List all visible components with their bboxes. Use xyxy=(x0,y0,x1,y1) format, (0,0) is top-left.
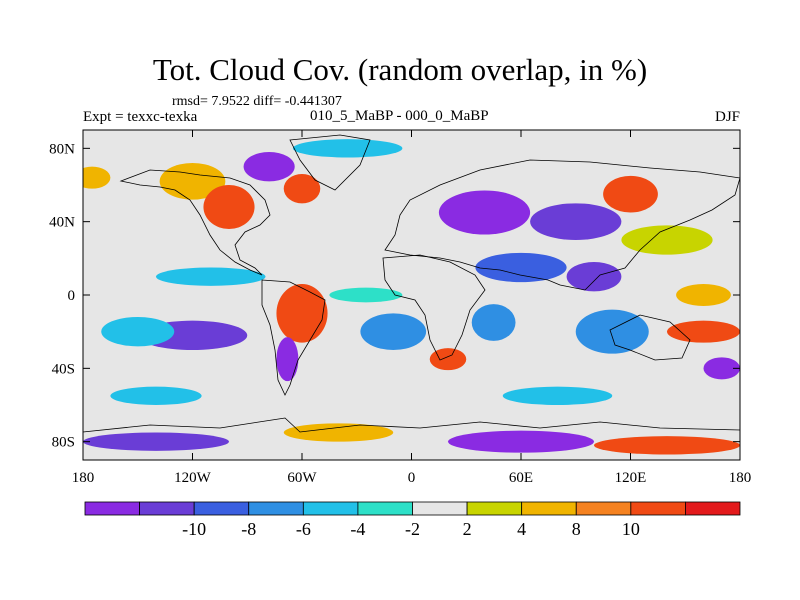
anomaly-region-4 xyxy=(283,174,321,204)
x-tick-label-3: 0 xyxy=(408,470,416,486)
anomaly-region-23 xyxy=(667,320,740,343)
coastline-north-america xyxy=(119,169,271,276)
plot-title: Tot. Cloud Cov. (random overlap, in %) xyxy=(152,52,648,87)
coastline-eurasia xyxy=(384,159,740,291)
anomaly-region-21 xyxy=(575,309,649,354)
anomaly-region-3 xyxy=(243,152,295,182)
colorbar-swatch-11 xyxy=(685,501,741,516)
y-tick-label-1: 40N xyxy=(49,215,75,231)
y-tick-label-0: 80N xyxy=(49,141,75,157)
anomaly-region-29 xyxy=(83,432,229,451)
x-tick-label-6: 180 xyxy=(729,470,752,486)
anomaly-field xyxy=(83,139,740,455)
coastline-south-america xyxy=(261,279,326,396)
colorbar-swatch-0 xyxy=(84,501,140,516)
x-tick-label-5: 120E xyxy=(615,470,647,486)
y-tick-label-3: 40S xyxy=(52,361,75,377)
coastline-africa xyxy=(382,254,486,361)
colorbar-swatch-2 xyxy=(193,501,250,516)
colorbar-label-0: -10 xyxy=(182,519,206,539)
anomaly-region-5 xyxy=(292,139,403,158)
colorbar-label-7: 8 xyxy=(572,519,581,539)
experiment-label: Expt = texxc-texka xyxy=(83,109,198,125)
colorbar-label-2: -6 xyxy=(296,519,311,539)
colorbar-label-5: 2 xyxy=(463,519,472,539)
comparison-subtitle: 010_5_MaBP - 000_0_MaBP xyxy=(310,108,489,124)
anomaly-region-12 xyxy=(329,287,403,303)
coastline-greenland xyxy=(289,134,371,191)
stats-readout: rmsd= 7.9522 diff= -0.441307 xyxy=(172,94,342,109)
coastline-australia xyxy=(609,314,691,361)
colorbar-swatch-5 xyxy=(357,501,413,516)
colorbar-swatch-8 xyxy=(521,501,577,516)
colorbar-labels: -10 -8 -6 -4 -2 2 4 8 10 xyxy=(182,519,640,539)
anomaly-region-22 xyxy=(676,284,731,306)
anomaly-region-24 xyxy=(621,225,713,255)
season-label: DJF xyxy=(714,109,740,125)
anomaly-region-31 xyxy=(502,386,613,406)
anomaly-region-7 xyxy=(156,267,266,286)
anomaly-region-28 xyxy=(594,436,740,455)
anomaly-region-14 xyxy=(429,348,467,371)
x-tick-label-4: 60E xyxy=(509,470,533,486)
colorbar-swatch-9 xyxy=(575,501,632,516)
x-tick-label-2: 60W xyxy=(287,470,317,486)
colorbar-swatch-3 xyxy=(248,501,304,516)
colorbar-swatch-1 xyxy=(139,501,195,516)
anomaly-region-27 xyxy=(448,430,594,453)
colorbar-label-3: -4 xyxy=(350,519,365,539)
anomaly-region-2 xyxy=(203,185,255,229)
anomaly-region-19 xyxy=(475,252,567,283)
x-tick-label-0: 180 xyxy=(72,470,95,486)
colorbar-swatch-6 xyxy=(412,501,468,516)
anomaly-region-6 xyxy=(95,238,198,261)
colorbar-swatch-10 xyxy=(630,501,686,516)
colorbar xyxy=(84,501,741,516)
colorbar-swatch-7 xyxy=(466,501,523,516)
y-tick-label-4: 80S xyxy=(52,435,75,451)
anomaly-region-16 xyxy=(438,190,531,235)
anomaly-region-9 xyxy=(276,337,299,382)
anomaly-region-13 xyxy=(360,313,427,350)
anomaly-region-17 xyxy=(530,203,622,241)
anomaly-region-8 xyxy=(276,284,328,343)
colorbar-label-4: -2 xyxy=(405,519,420,539)
coastline-antarctica xyxy=(83,417,740,460)
anomaly-region-18 xyxy=(603,175,658,213)
colorbar-swatch-4 xyxy=(302,501,359,516)
colorbar-label-8: 10 xyxy=(622,519,640,539)
coastlines xyxy=(83,134,740,460)
anomaly-region-11 xyxy=(101,317,175,347)
x-tick-label-1: 120W xyxy=(174,470,212,486)
anomaly-region-0 xyxy=(83,166,111,189)
anomaly-region-15 xyxy=(471,304,516,341)
x-axis-ticks: 180 120W 60W 0 60E 120E 180 xyxy=(72,130,752,486)
anomaly-region-20 xyxy=(566,262,622,292)
y-tick-label-2: 0 xyxy=(68,288,76,304)
anomaly-region-30 xyxy=(110,386,202,406)
colorbar-label-6: 4 xyxy=(517,519,526,539)
colorbar-label-1: -8 xyxy=(241,519,256,539)
anomaly-region-25 xyxy=(703,357,740,380)
y-axis-ticks: 80N 40N 0 40S 80S xyxy=(49,141,740,451)
anomaly-region-26 xyxy=(283,423,394,442)
